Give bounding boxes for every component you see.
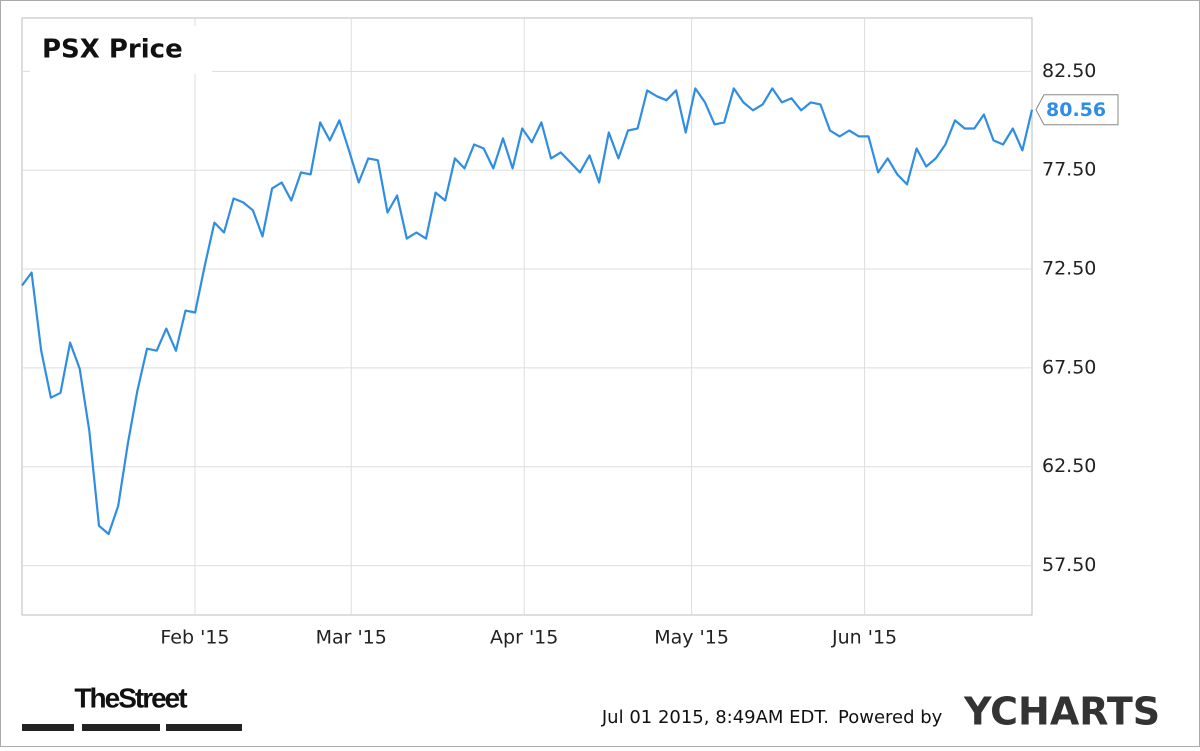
plot-area [21,17,1033,616]
brand-bar [82,724,160,731]
y-tick-label: 67.50 [1042,356,1096,378]
x-tick-label: May '15 [654,627,729,649]
title-box [30,26,212,74]
y-tick-label: 77.50 [1042,159,1096,181]
x-tick-label: Mar '15 [316,627,387,649]
price-line [21,87,1034,536]
y-tick-label: 72.50 [1042,258,1096,280]
grid [22,18,1032,615]
last-value-box [1035,94,1119,126]
y-tick-label: 82.50 [1042,60,1096,82]
brand-bar [166,724,242,731]
marks [21,87,1034,536]
last-value-label: 80.56 [1046,99,1106,121]
x-tick-label: Feb '15 [160,627,229,649]
y-tick-label: 62.50 [1042,455,1096,477]
powered-by: Powered by [838,707,943,728]
brand-logo: TheStreet [74,682,187,713]
chart-title: PSX Price [42,35,183,65]
provider-logo: YCHARTS [963,690,1160,734]
y-tick-label: 57.50 [1042,554,1096,576]
timestamp: Jul 01 2015, 8:49AM EDT. [601,707,829,728]
x-tick-label: Apr '15 [490,627,558,649]
x-tick-label: Jun '15 [831,627,897,649]
last-value-tag: 80.56 [1035,94,1119,126]
brand-bar [22,724,74,731]
